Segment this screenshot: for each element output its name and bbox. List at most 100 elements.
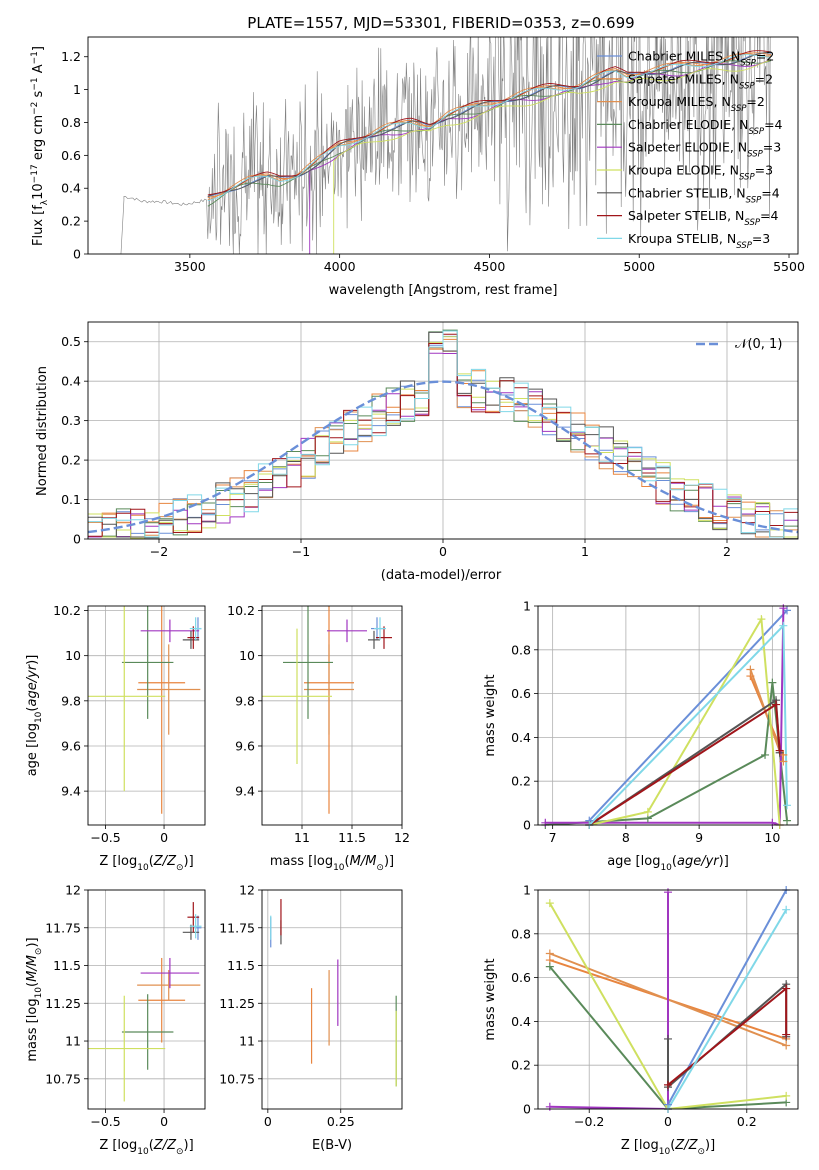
label-part: 10: [31, 183, 46, 200]
mass-weight-marker: [545, 962, 554, 971]
mass-weight-series: [749, 669, 785, 762]
x-axis-label: (data-model)/error: [381, 568, 502, 583]
y-tick-label: 0.8: [511, 642, 531, 657]
label-part: −1: [30, 51, 40, 64]
axes-frame: [537, 889, 799, 1110]
legend-sub: SSP: [746, 195, 762, 205]
mass-weight-series: [549, 892, 669, 1109]
mass-weight-series: [667, 909, 788, 1109]
label-part: s: [31, 90, 46, 101]
label-part: (: [149, 1138, 154, 1153]
observed-spectrum-line: [99, 37, 771, 254]
label-part: mass [log: [25, 998, 40, 1061]
x-tick-label: 0.2: [737, 1114, 757, 1129]
label-part: (: [149, 854, 154, 869]
legend-sub: SSP: [736, 241, 752, 251]
label-part: )]: [705, 1138, 715, 1153]
legend-name: Kroupa STELIB, N: [628, 231, 736, 246]
y-tick-label: 0: [73, 532, 81, 547]
legend-entry: Chabrier ELODIE, NSSP=4: [628, 117, 783, 137]
y-tick-label: 12: [65, 883, 81, 898]
mass-weight-marker: [643, 807, 652, 816]
label-part: 10: [34, 711, 44, 723]
y-tick-label: 10: [239, 648, 255, 663]
x-axis-label: Z [log10(Z/Z⊙)]: [621, 1138, 715, 1157]
label-part: 10: [137, 863, 149, 873]
x-tick-label: 5000: [623, 259, 655, 274]
residuals-panel: −2 −1 0 1 2 0 0.1 0.2 0.3 0.4 0.5 𝒩(0, 1) (data-mode…: [35, 321, 799, 583]
age-vs-z-plot-area: [88, 606, 202, 814]
y-tick-label: 1.2: [61, 49, 81, 64]
y-tick-label: 9.6: [61, 738, 81, 753]
x-tick-label: 0: [439, 544, 447, 559]
label-part: ⊙: [34, 948, 44, 956]
y-tick-label: 0.4: [61, 181, 81, 196]
y-tick-label: 1: [523, 883, 531, 898]
legend-entry: Kroupa ELODIE, NSSP=3: [628, 163, 773, 183]
y-tick-label: 0.8: [61, 115, 81, 130]
label-part: (: [345, 854, 350, 869]
mass-weight-marker: [779, 604, 788, 613]
label-part: 10: [34, 987, 44, 999]
label-part: ⊙: [176, 1147, 184, 1157]
x-tick-label: 0: [664, 1114, 672, 1129]
legend-name: Salpeter ELODIE, N: [628, 140, 747, 155]
model-fit-line: [207, 51, 772, 197]
label-part: )]: [184, 854, 194, 869]
y-tick-label: 10.75: [219, 1071, 255, 1086]
legend-sub: SSP: [740, 59, 756, 69]
mass-weight-marker: [746, 665, 755, 674]
y-tick-label: 0: [523, 1102, 531, 1117]
label-part: −2: [30, 102, 40, 115]
label-part: −17: [30, 164, 40, 183]
residuals-plot-area: [88, 329, 798, 539]
legend-entry: Kroupa MILES, NSSP=2: [628, 94, 765, 114]
y-tick-label: 11: [239, 1034, 255, 1049]
legend-entry: Salpeter MILES, NSSP=2: [628, 71, 773, 91]
label-part: Z/Z: [674, 1138, 698, 1153]
mass-weight-marker: [768, 678, 777, 687]
legend-count: =3: [755, 163, 773, 178]
label-part: ⊙: [697, 1147, 705, 1157]
mass-weight-marker: [782, 1041, 791, 1050]
x-tick-label: 9: [695, 830, 703, 845]
label-part: ⊙: [176, 863, 184, 873]
spectrum-plot-area: [99, 37, 772, 254]
legend-count: =2: [756, 49, 774, 64]
legend-count: =3: [763, 140, 781, 155]
x-tick-label: 7: [549, 830, 557, 845]
label-part: )]: [184, 1138, 194, 1153]
axes-frame: [87, 36, 799, 255]
y-tick-label: 0.2: [511, 774, 531, 789]
mass-weight-series: [589, 615, 781, 825]
legend-sub: SSP: [731, 104, 747, 114]
y-tick-label: 0.4: [61, 374, 81, 389]
y-tick-label: 10: [65, 648, 81, 663]
residual-histogram: [88, 330, 798, 538]
legend-name: Salpeter MILES, N: [628, 71, 739, 86]
label-part: )]: [719, 854, 729, 869]
y-tick-label: 11.25: [219, 996, 255, 1011]
y-axis-label: Flux [fλ10−17 erg cm−2 s−1 A−1]: [30, 46, 50, 246]
label-part: Z/Z: [153, 1138, 177, 1153]
label-part: M/M: [350, 854, 377, 869]
legend-count: =2: [746, 94, 764, 109]
legend-count: =2: [755, 71, 773, 86]
y-tick-label: 0.4: [511, 730, 531, 745]
x-tick-label: 8: [622, 830, 630, 845]
label-part: E(B-V): [312, 1138, 352, 1153]
mass-weight-series: [548, 902, 787, 1109]
y-tick-label: 9.4: [61, 784, 81, 799]
mass-weight-marker: [761, 750, 770, 759]
y-tick-label: 0.4: [511, 1014, 531, 1029]
mass-vs-ebv-panel: 0 0.25 10.75 11 11.25 11.5 11.75 12 E(B-V): [219, 883, 403, 1153]
x-tick-label: −2: [150, 544, 168, 559]
legend-entry: Salpeter STELIB, NSSP=4: [628, 208, 778, 228]
label-part: Z [log: [99, 854, 137, 869]
x-tick-label: 4500: [474, 259, 506, 274]
label-part: Z/Z: [153, 854, 177, 869]
axes-frame: [537, 605, 799, 826]
y-tick-label: 1: [73, 82, 81, 97]
legend-entry: Chabrier MILES, NSSP=2: [628, 49, 774, 69]
